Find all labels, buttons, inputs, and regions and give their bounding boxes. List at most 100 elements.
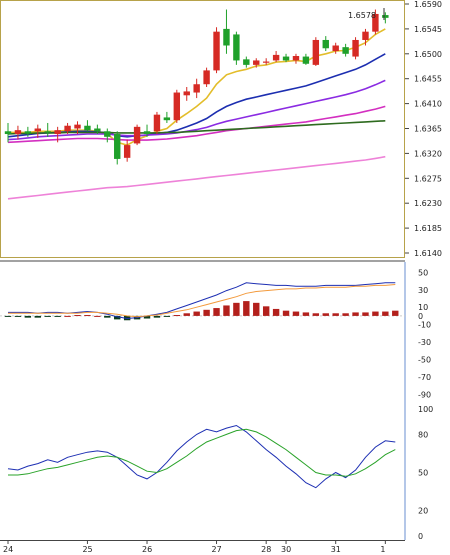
macd-histogram-bar (24, 315, 32, 318)
candle-body (223, 28, 230, 46)
macd-histogram-bar (292, 311, 300, 316)
price-tick-label: 1.6365 (414, 125, 442, 134)
macd-histogram-bar (223, 305, 230, 316)
stochastic-tick-label: 100 (418, 405, 433, 414)
candle-body (213, 31, 220, 71)
macd-histogram-bar (302, 312, 310, 316)
price-tick-label: 1.6545 (414, 25, 442, 34)
macd-histogram-bar (153, 315, 161, 318)
price-tick-label: 1.6410 (414, 100, 442, 109)
macd-histogram-bar (392, 310, 399, 316)
candle-body (44, 131, 51, 133)
macd-histogram-bar (143, 315, 151, 319)
price-tick-label: 1.6230 (414, 199, 442, 208)
macd-histogram-bar (193, 311, 200, 316)
macd-histogram-bar (243, 301, 250, 316)
candle-body (183, 91, 190, 96)
macd-tick-label: 10 (418, 303, 428, 312)
candle-body (332, 45, 339, 52)
macd-histogram-bar (312, 313, 320, 316)
stochastic-line (7, 424, 396, 489)
price-tick-label: 1.6590 (414, 0, 442, 9)
macd-tick-label: -90 (418, 390, 431, 399)
price-tick-label: 1.6275 (414, 174, 442, 183)
macd-tick-label: -50 (418, 355, 431, 364)
moving-average-line (7, 120, 386, 135)
macd-histogram-bar (213, 308, 220, 316)
candle-body (322, 39, 329, 49)
macd-histogram-bar (173, 315, 181, 317)
candle-body (104, 131, 111, 137)
candle-body (203, 70, 210, 85)
macd-histogram-bar (54, 315, 61, 317)
macd-histogram-bar (372, 311, 379, 316)
time-tick-label: 27 (212, 545, 222, 554)
price-tick-label: 1.6140 (414, 249, 442, 258)
candle-body (272, 54, 280, 61)
candle-body (173, 92, 181, 121)
candle-body (64, 125, 71, 132)
macd-tick-label: -10 (418, 321, 431, 330)
time-tick-label: 26 (142, 545, 152, 554)
moving-average-line (8, 28, 386, 146)
stochastic-tick-label: 50 (418, 469, 428, 478)
moving-average-line (7, 105, 386, 144)
macd-histogram-bar (163, 315, 171, 317)
macd-histogram-bar (382, 311, 389, 316)
macd-histogram-bar (94, 315, 101, 317)
macd-histogram-bar (322, 313, 329, 316)
candle-body (163, 117, 171, 121)
candle-body (292, 56, 300, 61)
time-tick-label: 30 (281, 545, 291, 554)
macd-histogram-bar (104, 315, 111, 318)
candle-body (282, 56, 290, 61)
macd-histogram-bar (362, 312, 369, 316)
moving-average-line (7, 79, 386, 141)
candle-body (114, 134, 121, 159)
candle-body (84, 125, 91, 131)
stochastic-tick-label: 80 (418, 430, 428, 439)
price-tick-label: 1.6320 (414, 149, 442, 158)
candle-body (74, 124, 81, 129)
candle-body (54, 130, 61, 135)
stochastic-tick-label: 0 (418, 532, 423, 541)
last-price-label: 1.6578 (348, 11, 376, 20)
macd-histogram-bar (282, 310, 290, 316)
macd-histogram-bar (203, 309, 210, 316)
macd-histogram-bar (74, 315, 81, 317)
candle-body (193, 84, 200, 93)
candle-body (362, 31, 369, 40)
macd-histogram-bar (352, 312, 359, 316)
candle-body (233, 34, 240, 61)
time-tick-label: 24 (3, 545, 13, 554)
macd-tick-label: 0 (418, 312, 423, 321)
macd-histogram-bar (84, 315, 91, 317)
candle-body (133, 126, 141, 144)
stochastic-line (8, 428, 396, 477)
stochastic-tick-label: 20 (418, 507, 428, 516)
candle-body (312, 39, 320, 65)
macd-histogram-bar (34, 315, 41, 318)
moving-average-line (7, 155, 386, 200)
time-tick-label: 25 (82, 545, 92, 554)
macd-tick-label: -30 (418, 338, 431, 347)
macd-histogram-bar (262, 306, 270, 316)
candle-body (94, 128, 101, 132)
candle-body (153, 114, 161, 132)
macd-histogram-bar (4, 315, 12, 317)
time-tick-label: 28 (261, 545, 271, 554)
candle-body (143, 131, 151, 135)
macd-histogram-bar (114, 315, 121, 320)
macd-histogram-bar (342, 313, 349, 316)
macd-histogram-bar (253, 302, 260, 316)
time-tick-label: 31 (331, 545, 341, 554)
candle-body (24, 131, 32, 134)
price-tick-label: 1.6185 (414, 224, 442, 233)
candle-body (34, 128, 41, 132)
macd-histogram-bar (233, 302, 240, 316)
candle-body (123, 145, 131, 158)
price-tick-label: 1.6500 (414, 50, 442, 59)
macd-histogram-bar (272, 308, 280, 316)
candle-body (253, 60, 260, 65)
